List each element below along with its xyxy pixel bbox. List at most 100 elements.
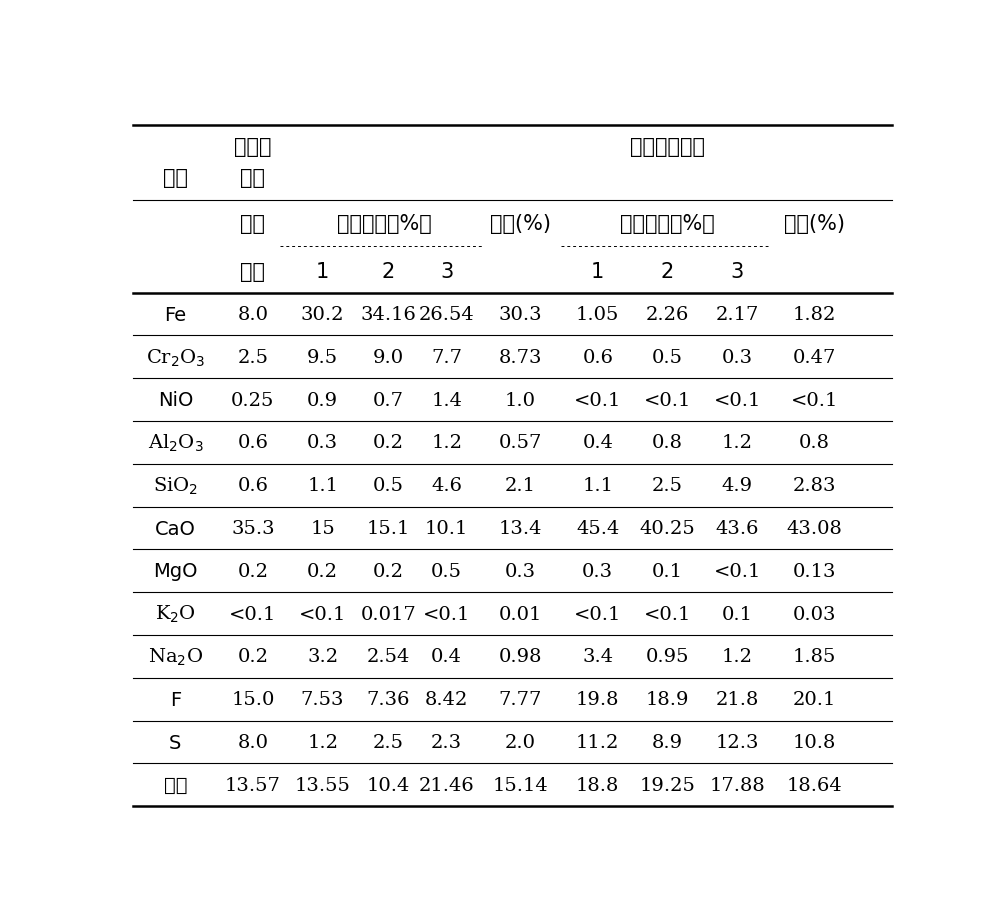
Text: 21.8: 21.8	[716, 690, 759, 709]
Text: 8.9: 8.9	[652, 733, 683, 751]
Text: 0.03: 0.03	[793, 605, 836, 623]
Text: 0.5: 0.5	[373, 477, 404, 494]
Text: 0.5: 0.5	[431, 562, 462, 580]
Text: 2.3: 2.3	[431, 733, 462, 751]
Text: 40.25: 40.25	[640, 519, 695, 538]
Text: 10.8: 10.8	[793, 733, 836, 751]
Text: 30.3: 30.3	[498, 306, 542, 323]
Text: <0.1: <0.1	[644, 605, 691, 623]
Text: 1.2: 1.2	[431, 434, 462, 452]
Text: 3: 3	[440, 262, 453, 282]
Text: 0.2: 0.2	[307, 562, 338, 580]
Text: <0.1: <0.1	[644, 391, 691, 409]
Text: 0.4: 0.4	[582, 434, 613, 452]
Text: 18.8: 18.8	[576, 776, 619, 794]
Text: S: S	[169, 732, 182, 752]
Text: 7.53: 7.53	[301, 690, 344, 709]
Text: <0.1: <0.1	[714, 391, 761, 409]
Text: 2: 2	[661, 262, 674, 282]
Text: 1.82: 1.82	[793, 306, 836, 323]
Text: 1.4: 1.4	[431, 391, 462, 409]
Text: 3: 3	[731, 262, 744, 282]
Text: 前段污泥（%）: 前段污泥（%）	[337, 214, 432, 234]
Text: 2.5: 2.5	[652, 477, 683, 494]
Text: <0.1: <0.1	[423, 605, 470, 623]
Text: 0.98: 0.98	[498, 648, 542, 665]
Text: 11.2: 11.2	[576, 733, 619, 751]
Text: Fe: Fe	[164, 305, 186, 324]
Text: 1.2: 1.2	[722, 648, 753, 665]
Text: 0.2: 0.2	[237, 562, 268, 580]
Text: 0.3: 0.3	[582, 562, 613, 580]
Text: 10.1: 10.1	[425, 519, 468, 538]
Text: 4.6: 4.6	[431, 477, 462, 494]
Text: 2.0: 2.0	[505, 733, 536, 751]
Text: 0.6: 0.6	[237, 477, 268, 494]
Text: 0.2: 0.2	[373, 562, 404, 580]
Text: 30.2: 30.2	[301, 306, 344, 323]
Text: 一步法: 一步法	[234, 137, 272, 157]
Text: 0.1: 0.1	[722, 605, 753, 623]
Text: 0.47: 0.47	[793, 348, 836, 367]
Text: 3.4: 3.4	[582, 648, 613, 665]
Text: 15.1: 15.1	[367, 519, 410, 538]
Text: 19.25: 19.25	[640, 776, 695, 794]
Text: 成分: 成分	[163, 168, 188, 188]
Text: 13.57: 13.57	[225, 776, 281, 794]
Text: F: F	[170, 690, 181, 709]
Text: 2.5: 2.5	[237, 348, 268, 367]
Text: 0.8: 0.8	[652, 434, 683, 452]
Text: 1.1: 1.1	[307, 477, 338, 494]
Text: 0.13: 0.13	[793, 562, 836, 580]
Text: 15.0: 15.0	[231, 690, 275, 709]
Text: 0.017: 0.017	[361, 605, 416, 623]
Text: 均值(%): 均值(%)	[490, 214, 551, 234]
Text: 0.57: 0.57	[499, 434, 542, 452]
Text: 后段污泥（%）: 后段污泥（%）	[620, 214, 715, 234]
Text: 2.54: 2.54	[367, 648, 410, 665]
Text: 2.1: 2.1	[505, 477, 536, 494]
Text: 10.4: 10.4	[367, 776, 410, 794]
Text: NiO: NiO	[158, 391, 193, 410]
Text: <0.1: <0.1	[299, 605, 346, 623]
Text: 8.42: 8.42	[425, 690, 468, 709]
Text: 8.0: 8.0	[237, 733, 268, 751]
Text: 43.6: 43.6	[716, 519, 759, 538]
Text: Al$_2$O$_3$: Al$_2$O$_3$	[148, 432, 203, 454]
Text: 污泥: 污泥	[240, 262, 265, 282]
Text: 13.55: 13.55	[295, 776, 351, 794]
Text: Cr$_2$O$_3$: Cr$_2$O$_3$	[146, 346, 205, 369]
Text: 26.54: 26.54	[419, 306, 475, 323]
Text: 0.01: 0.01	[499, 605, 542, 623]
Text: 7.36: 7.36	[367, 690, 410, 709]
Text: 0.2: 0.2	[237, 648, 268, 665]
Text: 均值(%): 均值(%)	[784, 214, 845, 234]
Text: 43.08: 43.08	[787, 519, 843, 538]
Text: 0.7: 0.7	[373, 391, 404, 409]
Text: 沉淀: 沉淀	[240, 168, 265, 188]
Text: 34.16: 34.16	[361, 306, 416, 323]
Text: 9.0: 9.0	[373, 348, 404, 367]
Text: 1.0: 1.0	[505, 391, 536, 409]
Text: 7.77: 7.77	[499, 690, 542, 709]
Text: 1.2: 1.2	[722, 434, 753, 452]
Text: 8.73: 8.73	[498, 348, 542, 367]
Text: 17.88: 17.88	[709, 776, 765, 794]
Text: <0.1: <0.1	[574, 605, 621, 623]
Text: 0.25: 0.25	[231, 391, 275, 409]
Text: 3.2: 3.2	[307, 648, 338, 665]
Text: <0.1: <0.1	[791, 391, 838, 409]
Text: 废水分段处理: 废水分段处理	[630, 137, 705, 157]
Text: 19.8: 19.8	[576, 690, 620, 709]
Text: 2: 2	[382, 262, 395, 282]
Text: 15: 15	[310, 519, 335, 538]
Text: 0.95: 0.95	[646, 648, 689, 665]
Text: 20.1: 20.1	[793, 690, 836, 709]
Text: 0.1: 0.1	[652, 562, 683, 580]
Text: 1.85: 1.85	[793, 648, 836, 665]
Text: 1.1: 1.1	[582, 477, 613, 494]
Text: 21.46: 21.46	[419, 776, 475, 794]
Text: 18.9: 18.9	[646, 690, 689, 709]
Text: 0.5: 0.5	[652, 348, 683, 367]
Text: SiO$_2$: SiO$_2$	[153, 475, 198, 496]
